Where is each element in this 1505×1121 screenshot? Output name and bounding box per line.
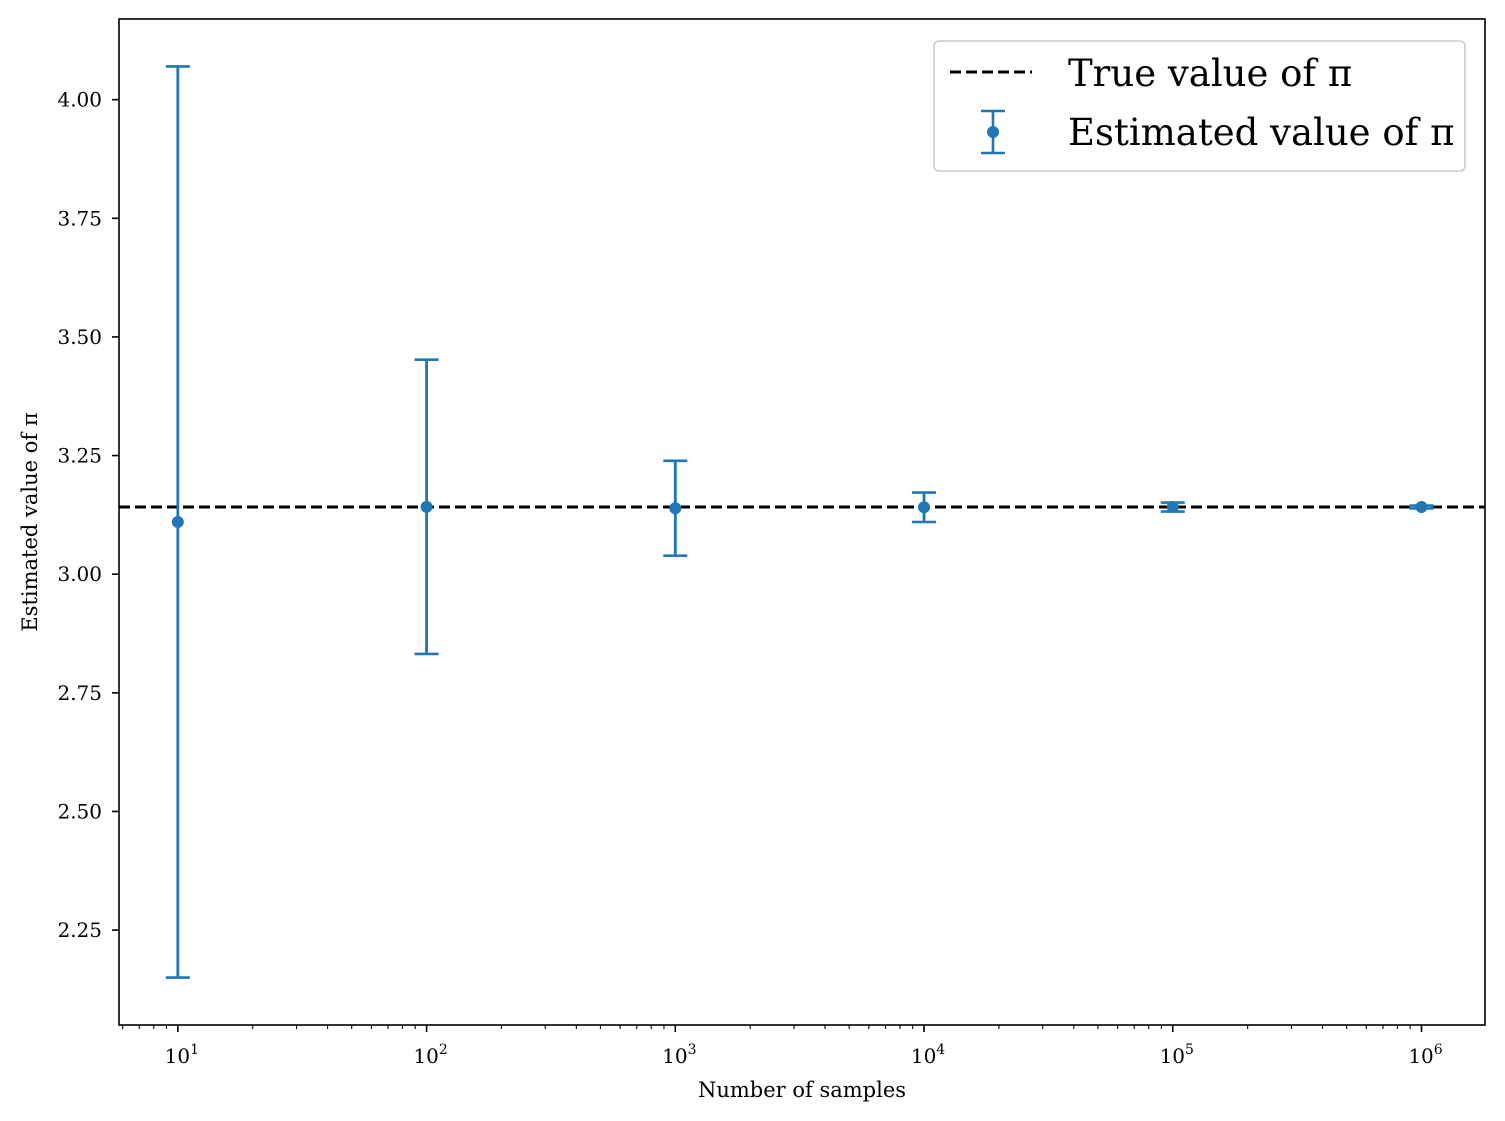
- y-tick-label: 3.00: [57, 562, 102, 586]
- x-tick-label: 101: [165, 1042, 199, 1068]
- axes: 2.25 2.50 2.75 3.00 3.25 3.50 3.75 4.00 101 102 10…: [57, 88, 1442, 1068]
- x-axis-label: Number of samples: [698, 1078, 906, 1102]
- x-tick-label: 105: [1160, 1042, 1194, 1068]
- plot-area: [119, 65, 1485, 979]
- x-tick-label: 103: [662, 1042, 696, 1068]
- plot-frame: [118, 18, 1486, 1026]
- y-tick-label: 3.25: [57, 444, 102, 468]
- y-tick-label: 2.25: [57, 918, 102, 942]
- data-point: [1166, 501, 1179, 514]
- x-tick-label: 106: [1408, 1042, 1442, 1068]
- y-tick-label: 2.75: [57, 681, 102, 705]
- data-point: [669, 502, 682, 515]
- legend: True value of π Estimated value of π: [933, 40, 1466, 172]
- x-tick-label: 102: [413, 1042, 447, 1068]
- data-point: [1415, 501, 1428, 514]
- data-point: [171, 516, 184, 528]
- data-point: [918, 501, 931, 514]
- y-tick-label: 3.75: [57, 206, 102, 230]
- data-point: [420, 500, 433, 513]
- legend-label-estimated-value: Estimated value of π: [1068, 111, 1454, 154]
- y-tick-label: 3.50: [57, 325, 102, 349]
- x-tick-label: 104: [911, 1042, 945, 1068]
- legend-box: [933, 40, 1466, 172]
- y-axis-label: Estimated value of π: [18, 412, 42, 631]
- y-tick-label: 4.00: [57, 88, 102, 112]
- legend-label-true-value: True value of π: [1068, 52, 1352, 95]
- y-tick-label: 2.50: [57, 799, 102, 823]
- legend-marker: [987, 126, 999, 138]
